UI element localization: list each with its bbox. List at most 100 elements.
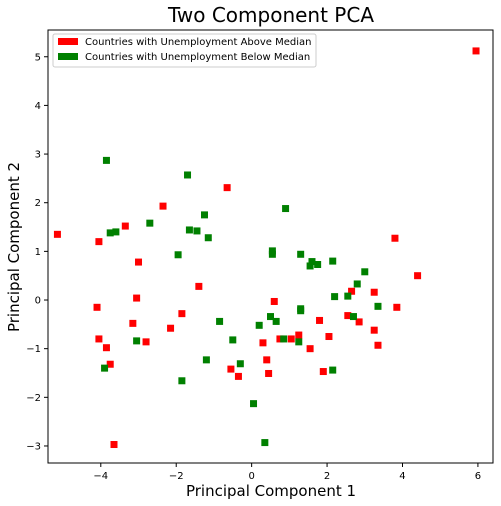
data-point: [102, 156, 110, 164]
data-point: [306, 262, 314, 270]
data-point: [184, 171, 192, 179]
data-point: [195, 282, 203, 290]
data-point: [361, 268, 369, 276]
data-point: [250, 400, 258, 408]
data-point: [280, 335, 288, 343]
data-point: [227, 365, 235, 373]
y-tick-label: 2: [35, 198, 41, 209]
data-point: [329, 257, 337, 265]
data-point: [393, 303, 401, 311]
data-point: [259, 339, 267, 347]
legend-label-above: Countries with Unemployment Above Median: [85, 37, 312, 48]
data-point: [133, 294, 141, 302]
legend-swatch-below: [58, 53, 78, 60]
data-point: [201, 211, 208, 219]
data-point: [349, 313, 357, 321]
y-tick-label: −3: [26, 441, 41, 452]
axes: −4 −2 0 2 4 6 −3 −2 −1 0 1 2 3 4 5: [26, 52, 481, 482]
data-point: [95, 335, 103, 343]
data-point: [265, 369, 273, 377]
x-tick-label: 4: [399, 471, 405, 482]
legend-label-below: Countries with Unemployment Below Median: [85, 52, 310, 63]
data-point: [268, 250, 276, 258]
x-axis-label: Principal Component 1: [186, 482, 356, 500]
data-point: [112, 228, 120, 236]
y-axis-label: Principal Component 2: [5, 162, 23, 332]
data-point: [391, 234, 399, 242]
data-point: [295, 338, 303, 346]
data-point: [272, 317, 280, 325]
data-point: [234, 372, 242, 380]
data-point: [374, 341, 382, 349]
data-point: [370, 326, 378, 334]
data-point: [133, 337, 141, 345]
y-tick-label: 0: [35, 296, 41, 307]
data-point: [270, 297, 278, 305]
data-point: [129, 319, 137, 327]
data-point: [255, 321, 263, 329]
data-point: [236, 360, 244, 368]
data-point: [374, 302, 382, 310]
data-point: [146, 219, 154, 227]
data-point: [261, 439, 269, 447]
y-tick-label: 1: [35, 247, 41, 258]
data-point: [135, 258, 143, 266]
data-point: [344, 292, 352, 300]
data-point: [267, 313, 274, 321]
data-point: [276, 335, 284, 343]
data-point: [331, 293, 339, 301]
data-point: [325, 333, 333, 341]
data-point: [106, 360, 114, 368]
series-above-median: [53, 47, 480, 449]
data-point: [95, 238, 103, 246]
data-point: [185, 226, 193, 234]
data-point: [102, 344, 110, 352]
x-tick-label: −2: [169, 471, 184, 482]
legend-swatch-above: [58, 38, 78, 45]
data-point: [53, 230, 61, 238]
data-point: [316, 316, 324, 324]
data-point: [110, 441, 118, 449]
data-point: [308, 258, 316, 266]
data-point: [178, 377, 186, 385]
data-point: [263, 356, 271, 364]
data-point: [329, 366, 337, 374]
data-point: [93, 303, 101, 311]
data-point: [314, 261, 322, 268]
data-point: [101, 364, 109, 372]
plot-area: [53, 47, 480, 449]
data-point: [472, 47, 480, 55]
x-tick-label: 6: [475, 471, 481, 482]
data-point: [167, 324, 175, 332]
data-point: [229, 336, 237, 344]
data-point: [348, 287, 356, 295]
data-point: [282, 205, 290, 213]
y-tick-label: 5: [35, 52, 41, 63]
data-point: [344, 312, 352, 320]
legend: Countries with Unemployment Above Median…: [52, 33, 317, 68]
data-point: [223, 184, 231, 192]
data-point: [202, 356, 210, 364]
y-tick-label: 3: [35, 150, 41, 161]
data-point: [353, 280, 361, 288]
chart-title: Two Component PCA: [167, 3, 374, 27]
x-tick-label: 0: [248, 471, 254, 482]
data-point: [287, 335, 295, 343]
data-point: [370, 288, 378, 296]
series-below-median: [101, 156, 382, 447]
data-point: [295, 331, 303, 339]
data-point: [414, 272, 422, 280]
x-tick-label: −4: [93, 471, 108, 482]
data-point: [319, 368, 327, 376]
y-tick-label: −2: [26, 393, 41, 404]
data-point: [297, 250, 305, 258]
data-point: [297, 307, 305, 315]
data-point: [193, 227, 201, 235]
data-point: [178, 310, 186, 318]
x-tick-label: 2: [324, 471, 330, 482]
data-point: [216, 317, 224, 325]
legend-box: [52, 33, 317, 68]
y-tick-label: −1: [26, 344, 41, 355]
data-point: [159, 202, 167, 210]
